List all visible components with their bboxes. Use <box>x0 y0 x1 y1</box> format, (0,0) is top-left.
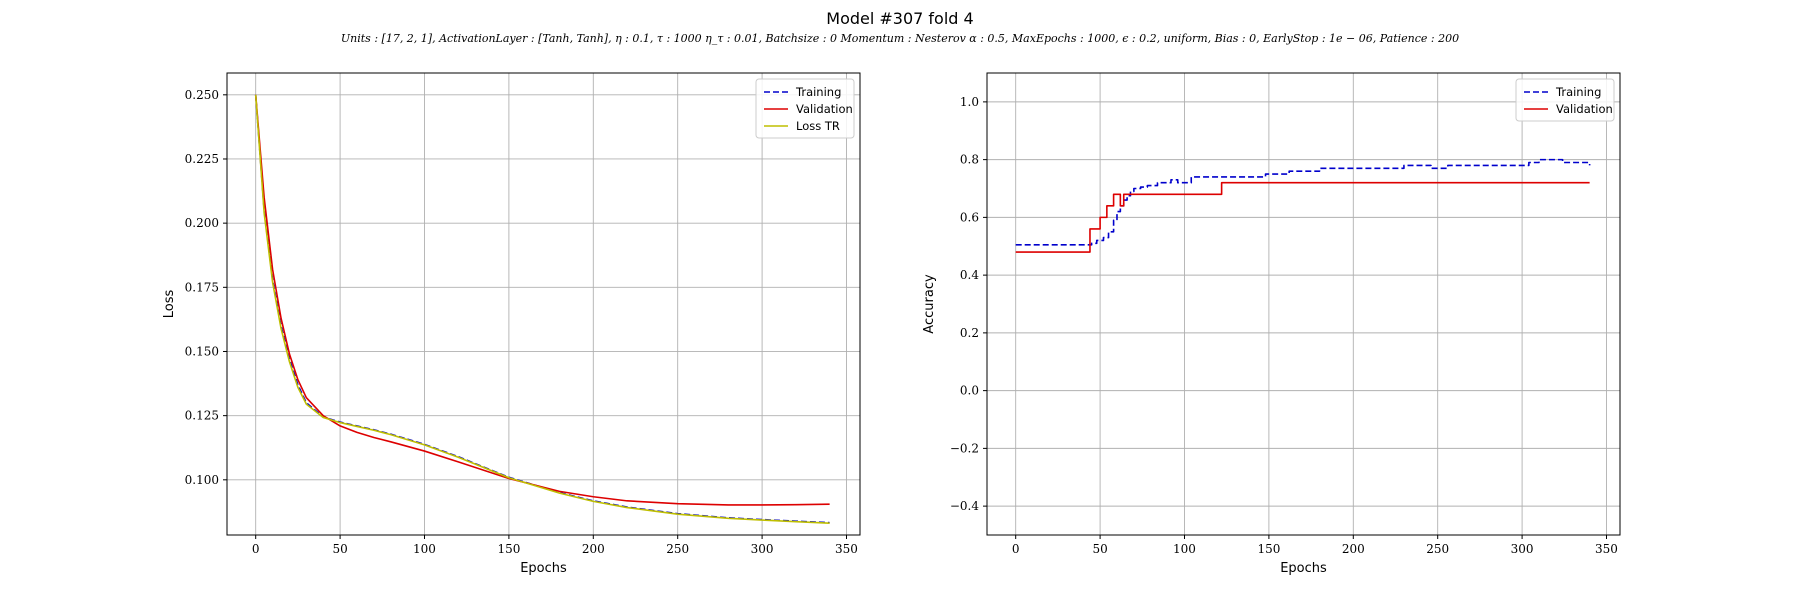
y-tick-label: 0.100 <box>185 473 219 487</box>
y-tick-label: 1.0 <box>960 95 979 109</box>
plot-frame <box>986 72 1621 536</box>
x-axis-label: Epochs <box>1280 561 1327 576</box>
x-tick-label: 350 <box>1595 542 1618 556</box>
y-tick-label: 0.0 <box>960 384 979 398</box>
y-axis-label: Accuracy <box>922 274 937 334</box>
x-tick-label: 50 <box>1092 542 1107 556</box>
y-tick-label: 0.200 <box>185 216 219 230</box>
legend-label: Training <box>795 85 841 99</box>
legend-box <box>1515 78 1615 122</box>
x-tick-label: 50 <box>332 542 347 556</box>
y-tick-label: 0.225 <box>185 152 219 166</box>
x-axis-label: Epochs <box>520 561 567 576</box>
x-tick-label: 150 <box>1257 542 1280 556</box>
figure-subtitle: Units : [17, 2, 1], ActivationLayer : [T… <box>341 32 1459 45</box>
y-tick-label: 0.250 <box>185 88 219 102</box>
legend-label: Training <box>1555 85 1601 99</box>
x-tick-label: 100 <box>1173 542 1196 556</box>
x-tick-label: 0 <box>252 542 260 556</box>
chart-loss: 0 50 100 150 200 250 300 350 0.100 0.125 0.150 0.17… <box>162 72 861 576</box>
x-tick-label: 200 <box>1342 542 1365 556</box>
y-tick-label: 0.175 <box>185 280 219 294</box>
y-tick-label: 0.6 <box>960 210 979 224</box>
x-tick-label: 150 <box>497 542 520 556</box>
y-tick-label: −0.4 <box>950 499 980 513</box>
chart-accuracy: 0 50 100 150 200 250 300 350 −0.4 −0.2 0.0 0.2 0.4 0.… <box>922 72 1621 576</box>
legend: Training Validation Loss TR <box>755 78 855 139</box>
y-tick-label: 0.125 <box>185 409 219 423</box>
y-tick-label: 0.8 <box>960 153 979 167</box>
x-tick-label: 350 <box>835 542 858 556</box>
x-tick-label: 300 <box>1511 542 1534 556</box>
y-tick-label: 0.150 <box>185 344 219 358</box>
y-axis-label: Loss <box>162 290 177 319</box>
legend: Training Validation <box>1515 78 1615 122</box>
legend-label: Validation <box>1556 102 1613 116</box>
series-line-loss-tr <box>254 94 830 524</box>
x-tick-label: 200 <box>582 542 605 556</box>
plot-frame <box>226 72 861 536</box>
y-tick-label: −0.2 <box>950 441 979 455</box>
plots: 0 50 100 150 200 250 300 350 0.100 0.125 0.150 0.17… <box>162 72 1621 576</box>
figure-title: Model #307 fold 4 <box>826 9 973 28</box>
legend-box <box>755 78 855 139</box>
x-tick-label: 100 <box>413 542 436 556</box>
x-tick-label: 300 <box>751 542 774 556</box>
series-line-training <box>1015 158 1591 246</box>
series-line-validation <box>1015 181 1590 253</box>
x-tick-label: 250 <box>666 542 689 556</box>
series-line-validation <box>254 94 830 506</box>
legend-label: Validation <box>796 102 853 116</box>
legend-label: Loss TR <box>796 119 840 133</box>
x-tick-label: 250 <box>1426 542 1449 556</box>
x-tick-label: 0 <box>1012 542 1020 556</box>
y-tick-label: 0.4 <box>960 268 979 282</box>
y-tick-label: 0.2 <box>960 326 979 340</box>
